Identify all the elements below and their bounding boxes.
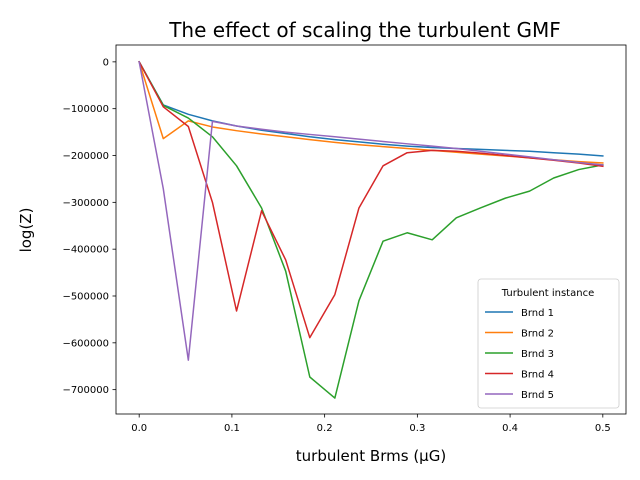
y-tick-label: −500000 bbox=[62, 291, 109, 302]
chart-title: The effect of scaling the turbulent GMF bbox=[168, 18, 561, 42]
plot-frame bbox=[115, 44, 627, 415]
y-axis-label: log(Z) bbox=[17, 208, 35, 253]
x-tick-label: 0.2 bbox=[317, 423, 333, 434]
series-line-brnd-5 bbox=[138, 60, 604, 361]
y-tick-label: −300000 bbox=[62, 198, 109, 209]
series-line-brnd-2 bbox=[138, 60, 604, 164]
legend-label: Brnd 4 bbox=[521, 370, 554, 381]
legend: Turbulent instance Brnd 1 Brnd 2 Brnd 3 Brn… bbox=[477, 278, 620, 409]
legend-label: Brnd 3 bbox=[521, 349, 554, 360]
y-axis: 0 −100000 −200000 −300000 −400000 −500000 −600… bbox=[62, 57, 116, 396]
y-tick-label: 0 bbox=[103, 57, 109, 68]
series-line-brnd-1 bbox=[138, 60, 604, 157]
series-line-brnd-4 bbox=[138, 60, 604, 339]
y-tick-label: −400000 bbox=[62, 245, 109, 256]
legend-label: Brnd 2 bbox=[521, 329, 554, 340]
y-tick-label: −200000 bbox=[62, 151, 109, 162]
x-tick-label: 0.1 bbox=[224, 423, 240, 434]
legend-box bbox=[477, 278, 620, 409]
legend-title: Turbulent instance bbox=[501, 288, 594, 299]
y-tick-label: −600000 bbox=[62, 338, 109, 349]
x-tick-label: 0.5 bbox=[595, 423, 611, 434]
y-tick-label: −100000 bbox=[62, 104, 109, 115]
x-axis: 0.0 0.1 0.2 0.3 0.4 0.5 bbox=[131, 414, 611, 434]
legend-label: Brnd 5 bbox=[521, 390, 554, 401]
x-axis-label: turbulent Brms (μG) bbox=[296, 447, 446, 465]
legend-label: Brnd 1 bbox=[521, 308, 554, 319]
y-tick-label: −700000 bbox=[62, 385, 109, 396]
x-tick-label: 0.3 bbox=[409, 423, 425, 434]
series-layer bbox=[138, 60, 604, 399]
x-tick-label: 0.4 bbox=[502, 423, 518, 434]
x-tick-label: 0.0 bbox=[131, 423, 147, 434]
series-line-brnd-3 bbox=[138, 60, 604, 399]
